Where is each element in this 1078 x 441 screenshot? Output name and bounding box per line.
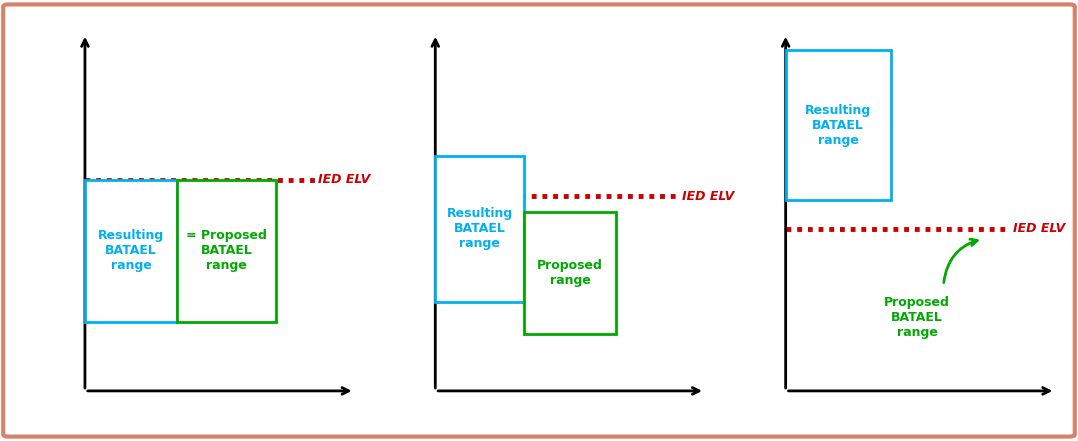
Bar xyxy=(177,180,276,322)
Text: IED ELV: IED ELV xyxy=(1012,222,1065,235)
Bar xyxy=(85,180,177,322)
Text: Proposed
range: Proposed range xyxy=(537,259,603,287)
Text: Resulting
BATAEL
range: Resulting BATAEL range xyxy=(98,229,164,273)
Bar xyxy=(436,156,524,302)
Bar xyxy=(786,50,890,200)
Text: Resulting
BATAEL
range: Resulting BATAEL range xyxy=(446,207,513,250)
Text: = Proposed
BATAEL
range: = Proposed BATAEL range xyxy=(185,229,266,273)
Text: IED ELV: IED ELV xyxy=(682,190,734,203)
Bar xyxy=(524,213,617,334)
Text: IED ELV: IED ELV xyxy=(318,173,371,187)
Text: Proposed
BATAEL
range: Proposed BATAEL range xyxy=(884,296,950,340)
Text: Resulting
BATAEL
range: Resulting BATAEL range xyxy=(805,104,871,147)
